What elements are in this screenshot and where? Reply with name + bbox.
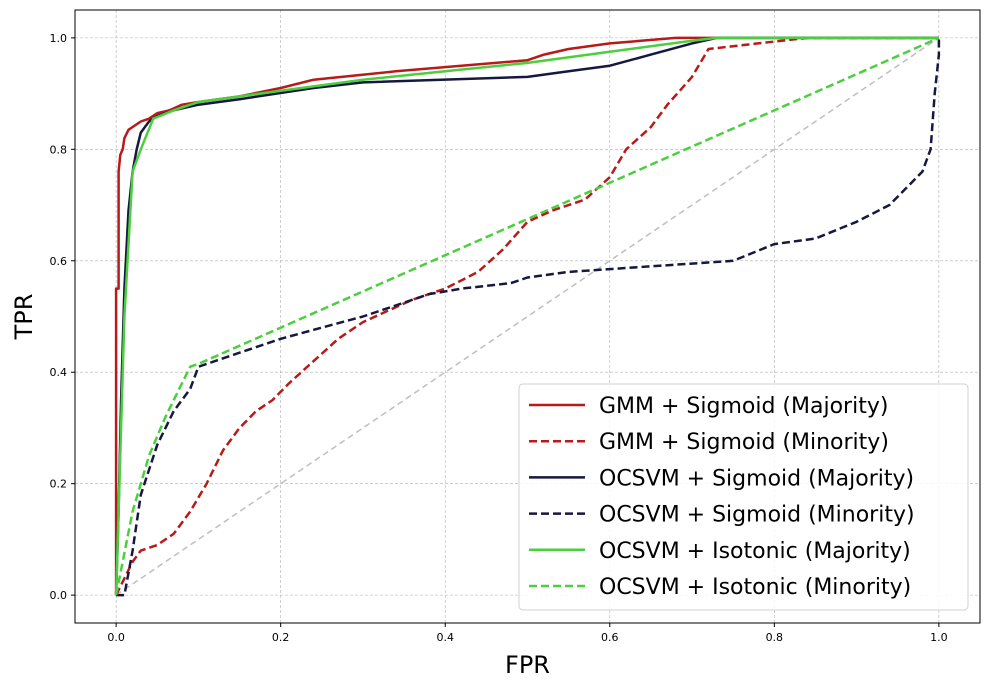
legend-entry: OCSVM + Isotonic (Majority): [599, 539, 911, 564]
series-line-4: [116, 37, 941, 597]
legend-entry: GMM + Sigmoid (Minority): [599, 430, 889, 455]
x-tick-label: 0.6: [601, 631, 619, 644]
x-axis-label: FPR: [505, 651, 550, 679]
y-axis-label: TPR: [10, 294, 38, 341]
legend: GMM + Sigmoid (Majority) GMM + Sigmoid (M…: [518, 383, 969, 611]
series-line-3: [114, 36, 939, 596]
x-tick-label: 0.4: [436, 631, 454, 644]
axis-ticks: 0.0 0.2 0.4 0.6 0.8 1.0 0.0 0.2 0.4 0.6 0.8 1.0: [50, 32, 948, 644]
legend-entry: OCSVM + Sigmoid (Majority): [599, 466, 914, 491]
series-line-6: [114, 36, 940, 596]
series-lines: [114, 36, 941, 597]
legend-box: [518, 383, 969, 611]
y-tick-label: 0.4: [50, 366, 68, 379]
legend-entry: OCSVM + Sigmoid (Minority): [599, 503, 915, 528]
y-tick-label: 0.0: [50, 589, 68, 602]
x-tick-label: 0.2: [272, 631, 290, 644]
legend-entry: GMM + Sigmoid (Majority): [599, 394, 888, 419]
series-line-5: [114, 36, 939, 596]
x-tick-label: 0.0: [107, 631, 125, 644]
series-line-1: [114, 36, 939, 596]
y-tick-label: 1.0: [50, 32, 68, 45]
y-tick-label: 0.6: [50, 255, 68, 268]
x-tick-label: 0.8: [766, 631, 784, 644]
series-line-2: [114, 36, 939, 596]
chance-diagonal-line: [115, 37, 940, 596]
x-tick-label: 1.0: [930, 631, 948, 644]
y-tick-label: 0.8: [50, 143, 68, 156]
legend-entry: OCSVM + Isotonic (Minority): [599, 575, 911, 600]
y-tick-label: 0.2: [50, 478, 68, 491]
plot-frame: [74, 9, 981, 624]
